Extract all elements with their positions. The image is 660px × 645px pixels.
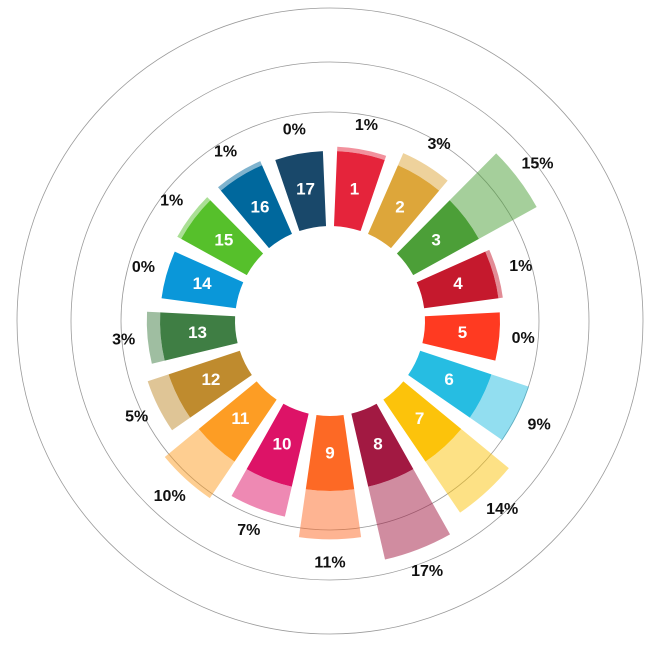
base-segment — [351, 403, 414, 487]
value-label: 1% — [509, 258, 532, 275]
bar — [449, 153, 537, 239]
category-label: 2 — [395, 197, 404, 216]
category-label: 15 — [214, 230, 233, 249]
value-label: 9% — [528, 416, 551, 433]
category-label: 3 — [431, 230, 440, 249]
value-label: 10% — [154, 488, 186, 505]
category-label: 13 — [188, 323, 207, 342]
bar — [425, 429, 509, 513]
base-segment — [367, 165, 440, 249]
base-segment — [198, 381, 277, 462]
value-label: 7% — [237, 522, 260, 539]
bar — [485, 249, 503, 299]
base-segment — [181, 200, 264, 276]
bar — [469, 374, 530, 441]
ring — [16, 7, 644, 635]
ring — [70, 61, 590, 581]
base-segment — [246, 403, 309, 487]
category-label: 6 — [444, 370, 453, 389]
category-label: 5 — [458, 323, 467, 342]
category-label: 12 — [201, 370, 220, 389]
category-label: 8 — [373, 435, 382, 454]
bar — [177, 197, 211, 239]
bar — [231, 469, 292, 517]
base-segment — [168, 350, 252, 418]
base-segment — [383, 381, 462, 462]
bar — [218, 161, 263, 191]
category-label: 9 — [325, 443, 334, 462]
base-segment — [275, 151, 327, 232]
value-label: 11% — [314, 555, 345, 572]
base-segment — [396, 200, 479, 276]
category-label: 10 — [272, 435, 291, 454]
value-label: 1% — [160, 193, 183, 210]
value-label: 1% — [355, 117, 378, 134]
base-segment — [305, 415, 355, 491]
base-segment — [333, 151, 385, 232]
base-segment — [161, 251, 244, 309]
value-label: 14% — [486, 501, 518, 518]
bar — [337, 146, 387, 161]
value-label: 0% — [132, 259, 155, 276]
base-segment — [159, 312, 238, 361]
bar — [164, 429, 235, 499]
bar — [147, 374, 191, 431]
category-label: 17 — [296, 180, 315, 199]
value-label: 15% — [521, 156, 553, 173]
value-label: 5% — [125, 408, 148, 425]
bar — [298, 489, 362, 540]
category-label: 1 — [350, 180, 359, 199]
base-segment — [220, 165, 293, 249]
bar — [397, 153, 448, 191]
category-label: 14 — [193, 274, 212, 293]
category-label: 11 — [231, 409, 249, 428]
category-label: 4 — [453, 274, 463, 293]
bar — [368, 469, 451, 560]
value-label: 3% — [112, 331, 135, 348]
base-segment — [416, 251, 499, 309]
base-segment — [422, 312, 501, 361]
bar — [146, 311, 165, 364]
value-label: 0% — [512, 330, 535, 347]
value-label: 3% — [428, 136, 451, 153]
category-label: 7 — [415, 409, 424, 428]
base-segment — [408, 350, 492, 418]
category-label: 16 — [251, 197, 270, 216]
value-label: 0% — [283, 122, 306, 139]
value-label: 1% — [214, 144, 237, 161]
value-label: 17% — [411, 563, 443, 580]
